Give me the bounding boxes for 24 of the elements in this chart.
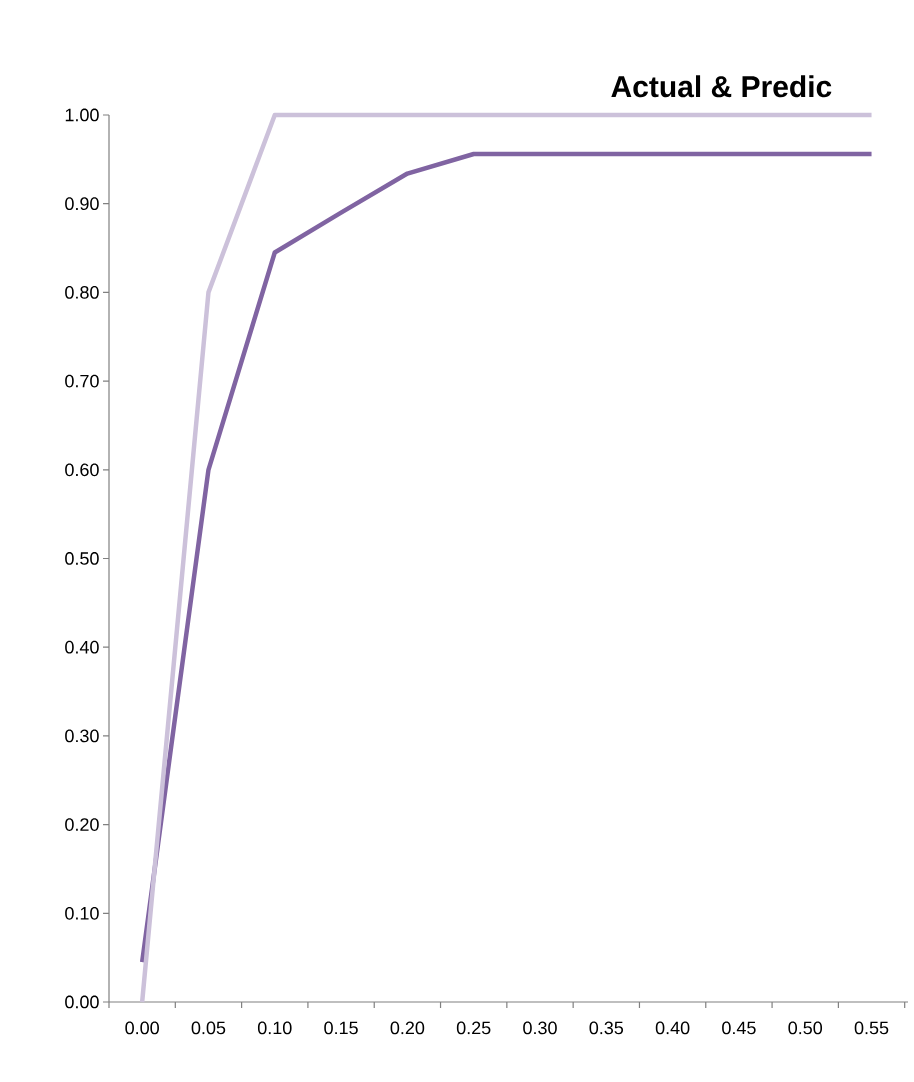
x-tick-label: 0.40 bbox=[655, 1021, 690, 1035]
x-tick-label: 0.00 bbox=[125, 1021, 159, 1035]
chart-title: Actual & Predic bbox=[611, 75, 832, 98]
y-tick-label: 0.60 bbox=[65, 463, 99, 477]
x-tick-label: 0.35 bbox=[589, 1021, 624, 1035]
y-tick-label: 0.80 bbox=[65, 286, 99, 299]
x-tick-label: 0.30 bbox=[523, 1021, 557, 1035]
x-tick-label: 0.20 bbox=[390, 1021, 425, 1035]
y-tick-label: 0.20 bbox=[65, 818, 99, 831]
x-tick-label: 0.45 bbox=[722, 1021, 756, 1035]
y-tick-label: 0.70 bbox=[65, 374, 99, 388]
x-tick-label: 0.50 bbox=[788, 1021, 823, 1035]
x-tick-label: 0.10 bbox=[257, 1021, 292, 1035]
x-tick-label: 0.05 bbox=[191, 1021, 226, 1035]
y-tick-label: 0.40 bbox=[65, 640, 99, 654]
y-tick-label: 0.30 bbox=[65, 729, 99, 743]
y-tick-label: 0.90 bbox=[65, 197, 99, 211]
x-tick-label: 0.25 bbox=[456, 1021, 491, 1035]
x-tick-label: 0.55 bbox=[854, 1021, 889, 1035]
x-tick-label: 0.15 bbox=[324, 1021, 358, 1035]
y-tick-label: 0.00 bbox=[65, 995, 99, 1009]
y-tick-label: 0.50 bbox=[65, 552, 99, 565]
y-tick-label: 1.00 bbox=[65, 108, 99, 122]
y-tick-label: 0.10 bbox=[65, 906, 99, 920]
